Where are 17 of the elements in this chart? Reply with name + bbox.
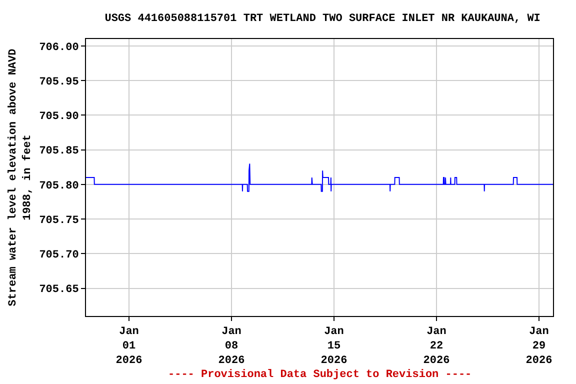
y-axis-title: Stream water level elevation above NAVD 1988, in feet — [8, 48, 34, 306]
line-series — [86, 163, 553, 192]
y-tick-label: 705.85 — [39, 146, 80, 158]
y-tick-label: 705.95 — [39, 76, 80, 88]
x-tick-label: Jan 15 2026 — [320, 326, 348, 367]
y-tick-label: 705.75 — [39, 214, 80, 227]
text: ---- Provisional Data Subject to Revision ---- — [168, 369, 472, 381]
y-tick-label: 705.80 — [39, 180, 79, 192]
x-tick-label: Jan 22 2026 — [423, 326, 450, 367]
y-tick-label: 705.65 — [39, 284, 80, 296]
y-tick-label: 706.00 — [39, 42, 79, 54]
x-tick-label: Jan 08 2026 — [218, 326, 245, 367]
y-tick-label: 705.90 — [39, 111, 79, 124]
chart-title: USGS 441605088115701 TRT WETLAND TWO SURFACE INLET NR KAUKAUNA, WI — [104, 13, 540, 26]
y-tick-label: 705.70 — [39, 250, 79, 262]
x-tick-label: Jan 01 2026 — [116, 326, 142, 367]
x-tick-label: Jan 29 2026 — [526, 326, 552, 367]
